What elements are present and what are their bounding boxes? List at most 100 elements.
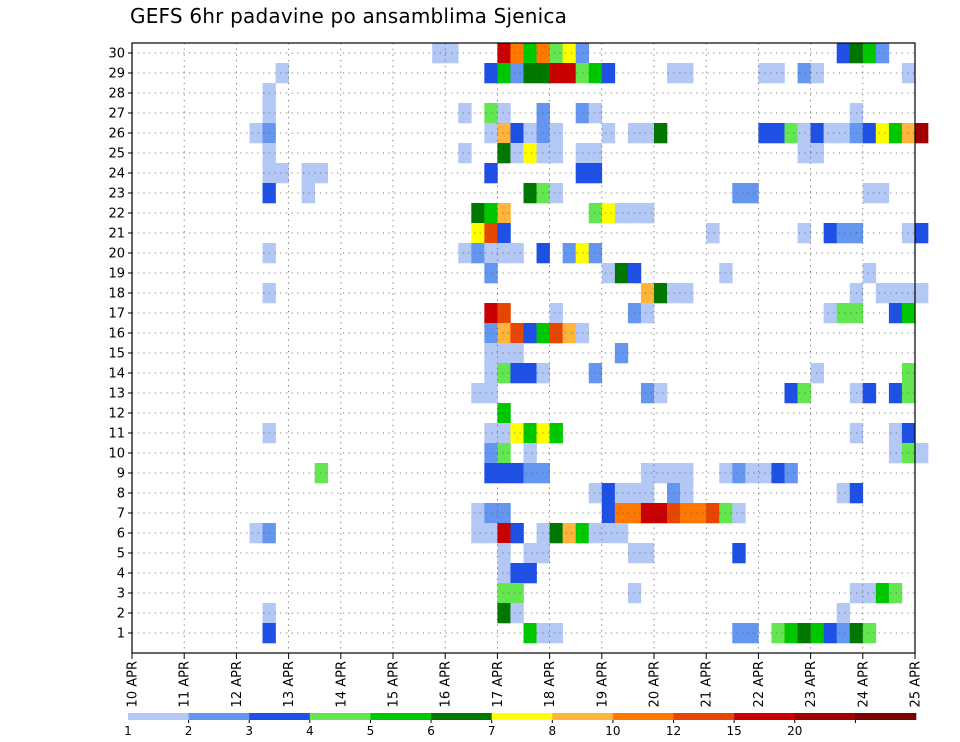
heatmap-cell (797, 143, 811, 164)
heatmap-cell (901, 423, 916, 444)
y-tick-label: 9 (117, 467, 125, 482)
heatmap-cell (654, 383, 668, 404)
legend-label: 15 (727, 724, 742, 738)
heatmap-cell (275, 163, 289, 184)
legend-swatch (128, 713, 189, 720)
heatmap-cell (784, 123, 798, 144)
heatmap-cell (484, 363, 498, 384)
heatmap-cell (471, 203, 485, 224)
legend-swatch (612, 713, 674, 720)
heatmap-cell (497, 343, 511, 364)
y-axis: 1234567891011121314151617181920212223242… (108, 47, 132, 642)
heatmap-cell (823, 303, 837, 324)
heatmap-cell (680, 483, 694, 504)
x-tick-label: 21 APR (700, 661, 715, 707)
heatmap-cell (484, 243, 498, 264)
heatmap-cell (915, 283, 929, 304)
heatmap-cell (588, 523, 603, 544)
y-tick-label: 26 (108, 127, 125, 142)
heatmap-cell (562, 523, 576, 544)
heatmap-cell (314, 463, 329, 484)
y-tick-label: 11 (108, 427, 125, 442)
heatmap-cell (784, 383, 798, 404)
heatmap-cell (523, 443, 537, 464)
heatmap-cell (484, 123, 498, 144)
heatmap-cell (471, 503, 485, 524)
heatmap-cell (523, 43, 537, 64)
heatmap-cell (732, 503, 746, 524)
heatmap-cell (601, 263, 616, 284)
heatmap-cell (640, 123, 655, 144)
heatmap-cell (797, 123, 811, 144)
heatmap-cell (862, 43, 877, 64)
heatmap-cell (562, 243, 576, 264)
heatmap-cell (549, 423, 563, 444)
heatmap-cell (888, 283, 903, 304)
heatmap-cell (523, 63, 537, 84)
x-tick-label: 15 APR (387, 661, 402, 707)
heatmap-cell (484, 203, 498, 224)
heatmap-cell (484, 63, 498, 84)
y-tick-label: 29 (108, 67, 125, 82)
legend-label: 4 (306, 724, 314, 738)
heatmap-cell (497, 503, 511, 524)
x-tick-label: 14 APR (334, 661, 349, 707)
heatmap-cell (510, 463, 524, 484)
heatmap-cell (301, 163, 315, 184)
heatmap-cell (549, 43, 563, 64)
heatmap-cell (836, 123, 851, 144)
heatmap-cell (484, 443, 498, 464)
heatmap-cell (497, 123, 511, 144)
heatmap-cell (523, 463, 537, 484)
heatmap-cell (549, 63, 563, 84)
heatmap-cell (915, 223, 929, 244)
heatmap-cell (915, 443, 929, 464)
heatmap-cell (458, 243, 472, 264)
heatmap-cell (875, 123, 890, 144)
y-tick-label: 5 (117, 547, 125, 562)
heatmap-cell (771, 623, 785, 644)
y-tick-label: 3 (117, 587, 125, 602)
y-tick-label: 17 (108, 307, 125, 322)
heatmap-cell (484, 303, 498, 324)
heatmap-cell (706, 503, 720, 524)
heatmap-cell (549, 323, 563, 344)
x-tick-label: 19 APR (595, 661, 610, 707)
heatmap-cell (510, 603, 524, 624)
heatmap-cell (862, 183, 877, 204)
heatmap-cell (810, 123, 824, 144)
heatmap-cell (510, 523, 524, 544)
heatmap-cell (497, 403, 511, 424)
x-tick-label: 24 APR (856, 661, 871, 707)
heatmap-cell (497, 603, 511, 624)
y-tick-label: 30 (108, 47, 125, 62)
legend-label: 10 (605, 724, 620, 738)
heatmap-cell (484, 223, 498, 244)
heatmap-cell (888, 303, 903, 324)
heatmap-cell (588, 243, 603, 264)
x-tick-label: 22 APR (752, 661, 767, 707)
heatmap-cell (523, 183, 537, 204)
heatmap-cell (732, 623, 746, 644)
heatmap-cell (810, 63, 824, 84)
heatmap-cell (862, 123, 877, 144)
heatmap-cell (497, 583, 511, 604)
heatmap-cell (497, 63, 511, 84)
heatmap-cell (614, 263, 629, 284)
heatmap-cell (510, 123, 524, 144)
heatmap-cell (706, 223, 720, 244)
legend-swatch (249, 713, 311, 720)
x-tick-label: 10 APR (126, 661, 141, 707)
heatmap-cell (862, 263, 877, 284)
x-tick-label: 20 APR (648, 661, 663, 707)
legend-label: 6 (427, 724, 435, 738)
heatmap-cell (640, 483, 655, 504)
heatmap-cell (484, 383, 498, 404)
heatmap-cell (510, 63, 524, 84)
heatmap-cell (549, 143, 563, 164)
heatmap-cell (614, 483, 629, 504)
legend-swatch (491, 713, 553, 720)
y-tick-label: 27 (108, 107, 125, 122)
heatmap-cell (640, 303, 655, 324)
